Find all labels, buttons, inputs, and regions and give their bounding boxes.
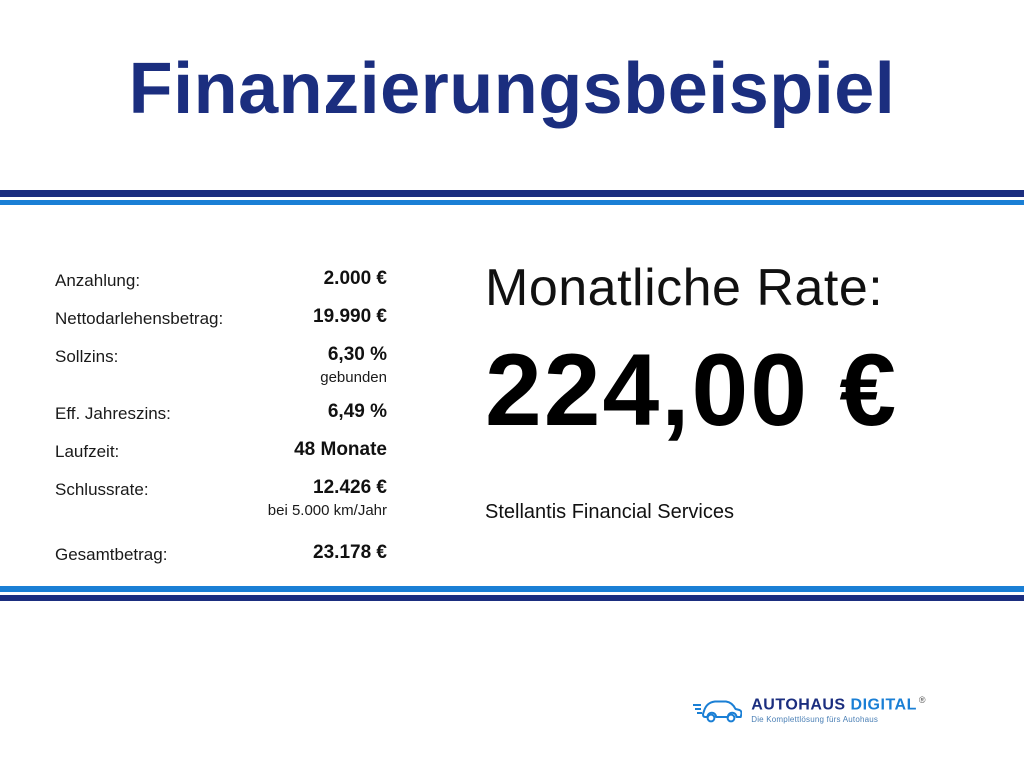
detail-label: Anzahlung:	[55, 271, 141, 290]
detail-label: Sollzins:	[55, 347, 119, 366]
detail-row-laufzeit: Laufzeit: 48 Monate	[55, 439, 387, 462]
logo-name-primary: AUTOHAUS	[751, 696, 846, 714]
detail-label: Laufzeit:	[55, 442, 120, 461]
detail-label: Eff. Jahreszins:	[55, 404, 171, 423]
detail-label: Nettodarlehensbetrag:	[55, 309, 224, 328]
detail-value: 12.426 €	[313, 477, 387, 498]
detail-row-gesamtbetrag: Gesamtbetrag: 23.178 €	[55, 542, 387, 565]
top-divider-navy-line	[0, 190, 1024, 197]
registered-mark: ®	[918, 695, 926, 705]
detail-value: 48 Monate	[294, 439, 387, 460]
logo-name-secondary: DIGITAL	[850, 696, 917, 714]
detail-value-wrap: 12.426 € bei 5.000 km/Jahr	[268, 477, 387, 519]
top-divider	[0, 190, 1024, 205]
detail-value: 19.990 €	[313, 306, 387, 327]
detail-row-eff-jahreszins: Eff. Jahreszins: 6,49 %	[55, 401, 387, 424]
detail-value: 6,30 %	[327, 344, 387, 365]
detail-value-wrap: 6,49 %	[328, 401, 387, 423]
detail-value: 23.178 €	[313, 542, 387, 563]
provider-name: Stellantis Financial Services	[485, 501, 734, 523]
detail-value-wrap: 19.990 €	[313, 306, 387, 328]
top-divider-blue-line	[0, 200, 1024, 205]
autohaus-digital-logo: AUTOHAUS DIGITAL ® Die Komplettlösung für…	[692, 696, 926, 724]
detail-label: Gesamtbetrag:	[55, 545, 168, 564]
logo-text: AUTOHAUS DIGITAL ® Die Komplettlösung für…	[751, 696, 926, 724]
detail-note: gebunden	[320, 369, 387, 386]
detail-value-wrap: 2.000 €	[324, 268, 387, 290]
detail-value: 2.000 €	[323, 268, 387, 289]
logo-tagline: Die Komplettlösung fürs Autohaus	[751, 715, 879, 725]
detail-row-schlussrate: Schlussrate: 12.426 € bei 5.000 km/Jahr	[55, 477, 387, 519]
logo-name: AUTOHAUS DIGITAL ®	[751, 696, 926, 713]
monthly-rate-section: Monatliche Rate: 224,00 € Stellantis Fin…	[485, 258, 1000, 524]
detail-row-nettodarlehensbetrag: Nettodarlehensbetrag: 19.990 €	[55, 306, 387, 329]
car-icon	[693, 700, 743, 723]
bottom-divider-navy-line	[0, 595, 1024, 601]
detail-row-sollzins: Sollzins: 6,30 % gebunden	[55, 344, 387, 386]
detail-value-wrap: 48 Monate	[294, 439, 387, 461]
monthly-rate-amount: 224,00 €	[485, 333, 899, 447]
detail-label: Schlussrate:	[55, 480, 149, 499]
financing-details: Anzahlung: 2.000 € Nettodarlehensbetrag:…	[55, 268, 387, 565]
bottom-divider	[0, 586, 1024, 601]
detail-value-wrap: 6,30 % gebunden	[320, 344, 387, 386]
page-title: Finanzierungsbeispiel	[128, 49, 896, 129]
detail-row-anzahlung: Anzahlung: 2.000 €	[55, 268, 387, 291]
detail-value: 6,49 %	[327, 401, 387, 422]
monthly-rate-heading: Monatliche Rate:	[485, 259, 884, 317]
detail-value-wrap: 23.178 €	[313, 542, 387, 564]
bottom-divider-blue-line	[0, 586, 1024, 592]
detail-note: bei 5.000 km/Jahr	[267, 502, 387, 519]
